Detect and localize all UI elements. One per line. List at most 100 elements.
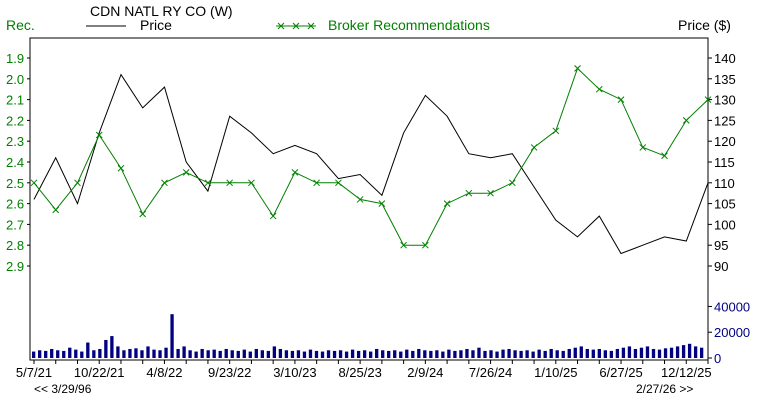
volume-bar bbox=[122, 350, 126, 358]
broker-legend-x bbox=[277, 22, 285, 30]
volume-bar bbox=[200, 348, 204, 358]
rec-tick-label: 2.8 bbox=[6, 238, 24, 253]
volume-bar bbox=[344, 351, 349, 358]
volume-bar bbox=[699, 347, 704, 358]
volume-bar bbox=[194, 351, 198, 358]
volume-bar bbox=[465, 348, 469, 358]
broker-point bbox=[30, 179, 38, 187]
volume-bars bbox=[32, 314, 704, 358]
volume-bar bbox=[218, 350, 222, 358]
volume-bar bbox=[603, 350, 608, 358]
rec-tick-label: 2.2 bbox=[6, 113, 24, 128]
volume-bar bbox=[561, 350, 565, 358]
date-tick-label: 4/8/22 bbox=[146, 365, 182, 380]
volume-bar bbox=[182, 346, 186, 358]
broker-legend-label: Broker Recommendations bbox=[328, 17, 490, 33]
volume-bar bbox=[489, 350, 493, 358]
volume-bar bbox=[68, 347, 72, 358]
volume-bar bbox=[477, 347, 481, 358]
price-axis-title: Price ($) bbox=[678, 17, 731, 33]
price-legend-label: Price bbox=[140, 17, 172, 33]
volume-bar bbox=[627, 346, 632, 358]
broker-point bbox=[704, 96, 712, 103]
date-axis: 5/7/21 10/22/21 4/8/22 9/23/22 3/10/23 8/25/2… bbox=[16, 360, 712, 380]
volume-bar bbox=[621, 347, 626, 358]
price-tick-label: 125 bbox=[714, 113, 736, 128]
volume-bar bbox=[206, 350, 210, 358]
broker-line bbox=[33, 67, 709, 246]
broker-point bbox=[117, 164, 125, 172]
volume-bar bbox=[675, 346, 680, 358]
volume-bar bbox=[693, 346, 698, 358]
volume-bar bbox=[332, 350, 337, 358]
volume-bar bbox=[387, 350, 391, 358]
volume-bar bbox=[579, 346, 583, 358]
volume-bar bbox=[657, 349, 662, 358]
volume-bar bbox=[513, 350, 517, 358]
volume-bar bbox=[585, 348, 589, 358]
back-nav-link[interactable]: << 3/29/96 bbox=[34, 382, 92, 396]
broker-point bbox=[617, 96, 625, 103]
volume-bar bbox=[50, 348, 54, 358]
volume-bar bbox=[471, 350, 475, 358]
volume-bar bbox=[92, 350, 96, 358]
rec-axis-title: Rec. bbox=[6, 17, 35, 33]
date-tick-label: 6/27/25 bbox=[599, 365, 642, 380]
volume-bar bbox=[140, 350, 144, 358]
broker-point bbox=[226, 179, 234, 187]
broker-point bbox=[552, 127, 560, 135]
date-tick-label: 12/12/25 bbox=[661, 365, 712, 380]
volume-bar bbox=[38, 350, 42, 358]
volume-tick-label: 20000 bbox=[714, 325, 750, 340]
price-series bbox=[33, 73, 709, 255]
volume-bar bbox=[423, 350, 427, 358]
volume-bar bbox=[537, 349, 541, 358]
volume-bar bbox=[170, 314, 174, 358]
volume-bar bbox=[573, 347, 577, 358]
volume-bar bbox=[44, 350, 48, 358]
broker-point bbox=[378, 200, 386, 207]
volume-bar bbox=[531, 351, 535, 358]
volume-bar bbox=[663, 348, 668, 358]
volume-bar bbox=[188, 350, 192, 358]
volume-bar bbox=[507, 348, 511, 358]
volume-bar bbox=[429, 350, 433, 358]
volume-bar bbox=[459, 350, 463, 358]
volume-bar bbox=[555, 350, 559, 358]
volume-bar bbox=[350, 349, 355, 358]
price-tick-label: 130 bbox=[714, 93, 736, 108]
date-tick-label: 7/26/24 bbox=[469, 365, 512, 380]
volume-bar bbox=[116, 346, 120, 358]
volume-bar bbox=[417, 348, 421, 358]
price-line bbox=[33, 73, 709, 255]
volume-bar bbox=[56, 350, 60, 358]
broker-point bbox=[422, 241, 429, 249]
rec-tick-label: 2.3 bbox=[6, 134, 24, 149]
volume-bar bbox=[362, 350, 367, 358]
volume-bar bbox=[549, 348, 553, 358]
volume-axis: 40000 20000 0 bbox=[708, 299, 750, 366]
price-tick-label: 90 bbox=[714, 259, 728, 274]
broker-point bbox=[465, 189, 473, 197]
date-tick-label: 5/7/21 bbox=[16, 365, 52, 380]
forward-nav-link[interactable]: 2/27/26 >> bbox=[636, 382, 694, 396]
volume-bar bbox=[248, 351, 252, 358]
broker-point bbox=[313, 179, 320, 187]
volume-bar bbox=[441, 351, 445, 358]
volume-bar bbox=[591, 349, 595, 358]
volume-bar bbox=[224, 348, 228, 358]
broker-point bbox=[74, 179, 81, 187]
broker-point bbox=[269, 212, 277, 220]
volume-bar bbox=[393, 350, 397, 358]
volume-bar bbox=[80, 351, 84, 358]
volume-bar bbox=[681, 345, 686, 358]
volume-bar bbox=[266, 350, 271, 358]
volume-bar bbox=[525, 350, 529, 358]
volume-bar bbox=[519, 350, 523, 358]
rec-tick-label: 2.7 bbox=[6, 217, 24, 232]
volume-bar bbox=[128, 348, 132, 358]
rec-tick-label: 1.9 bbox=[6, 51, 24, 66]
volume-bar bbox=[543, 350, 547, 358]
broker-legend-x bbox=[292, 22, 300, 30]
volume-bar bbox=[381, 350, 385, 358]
